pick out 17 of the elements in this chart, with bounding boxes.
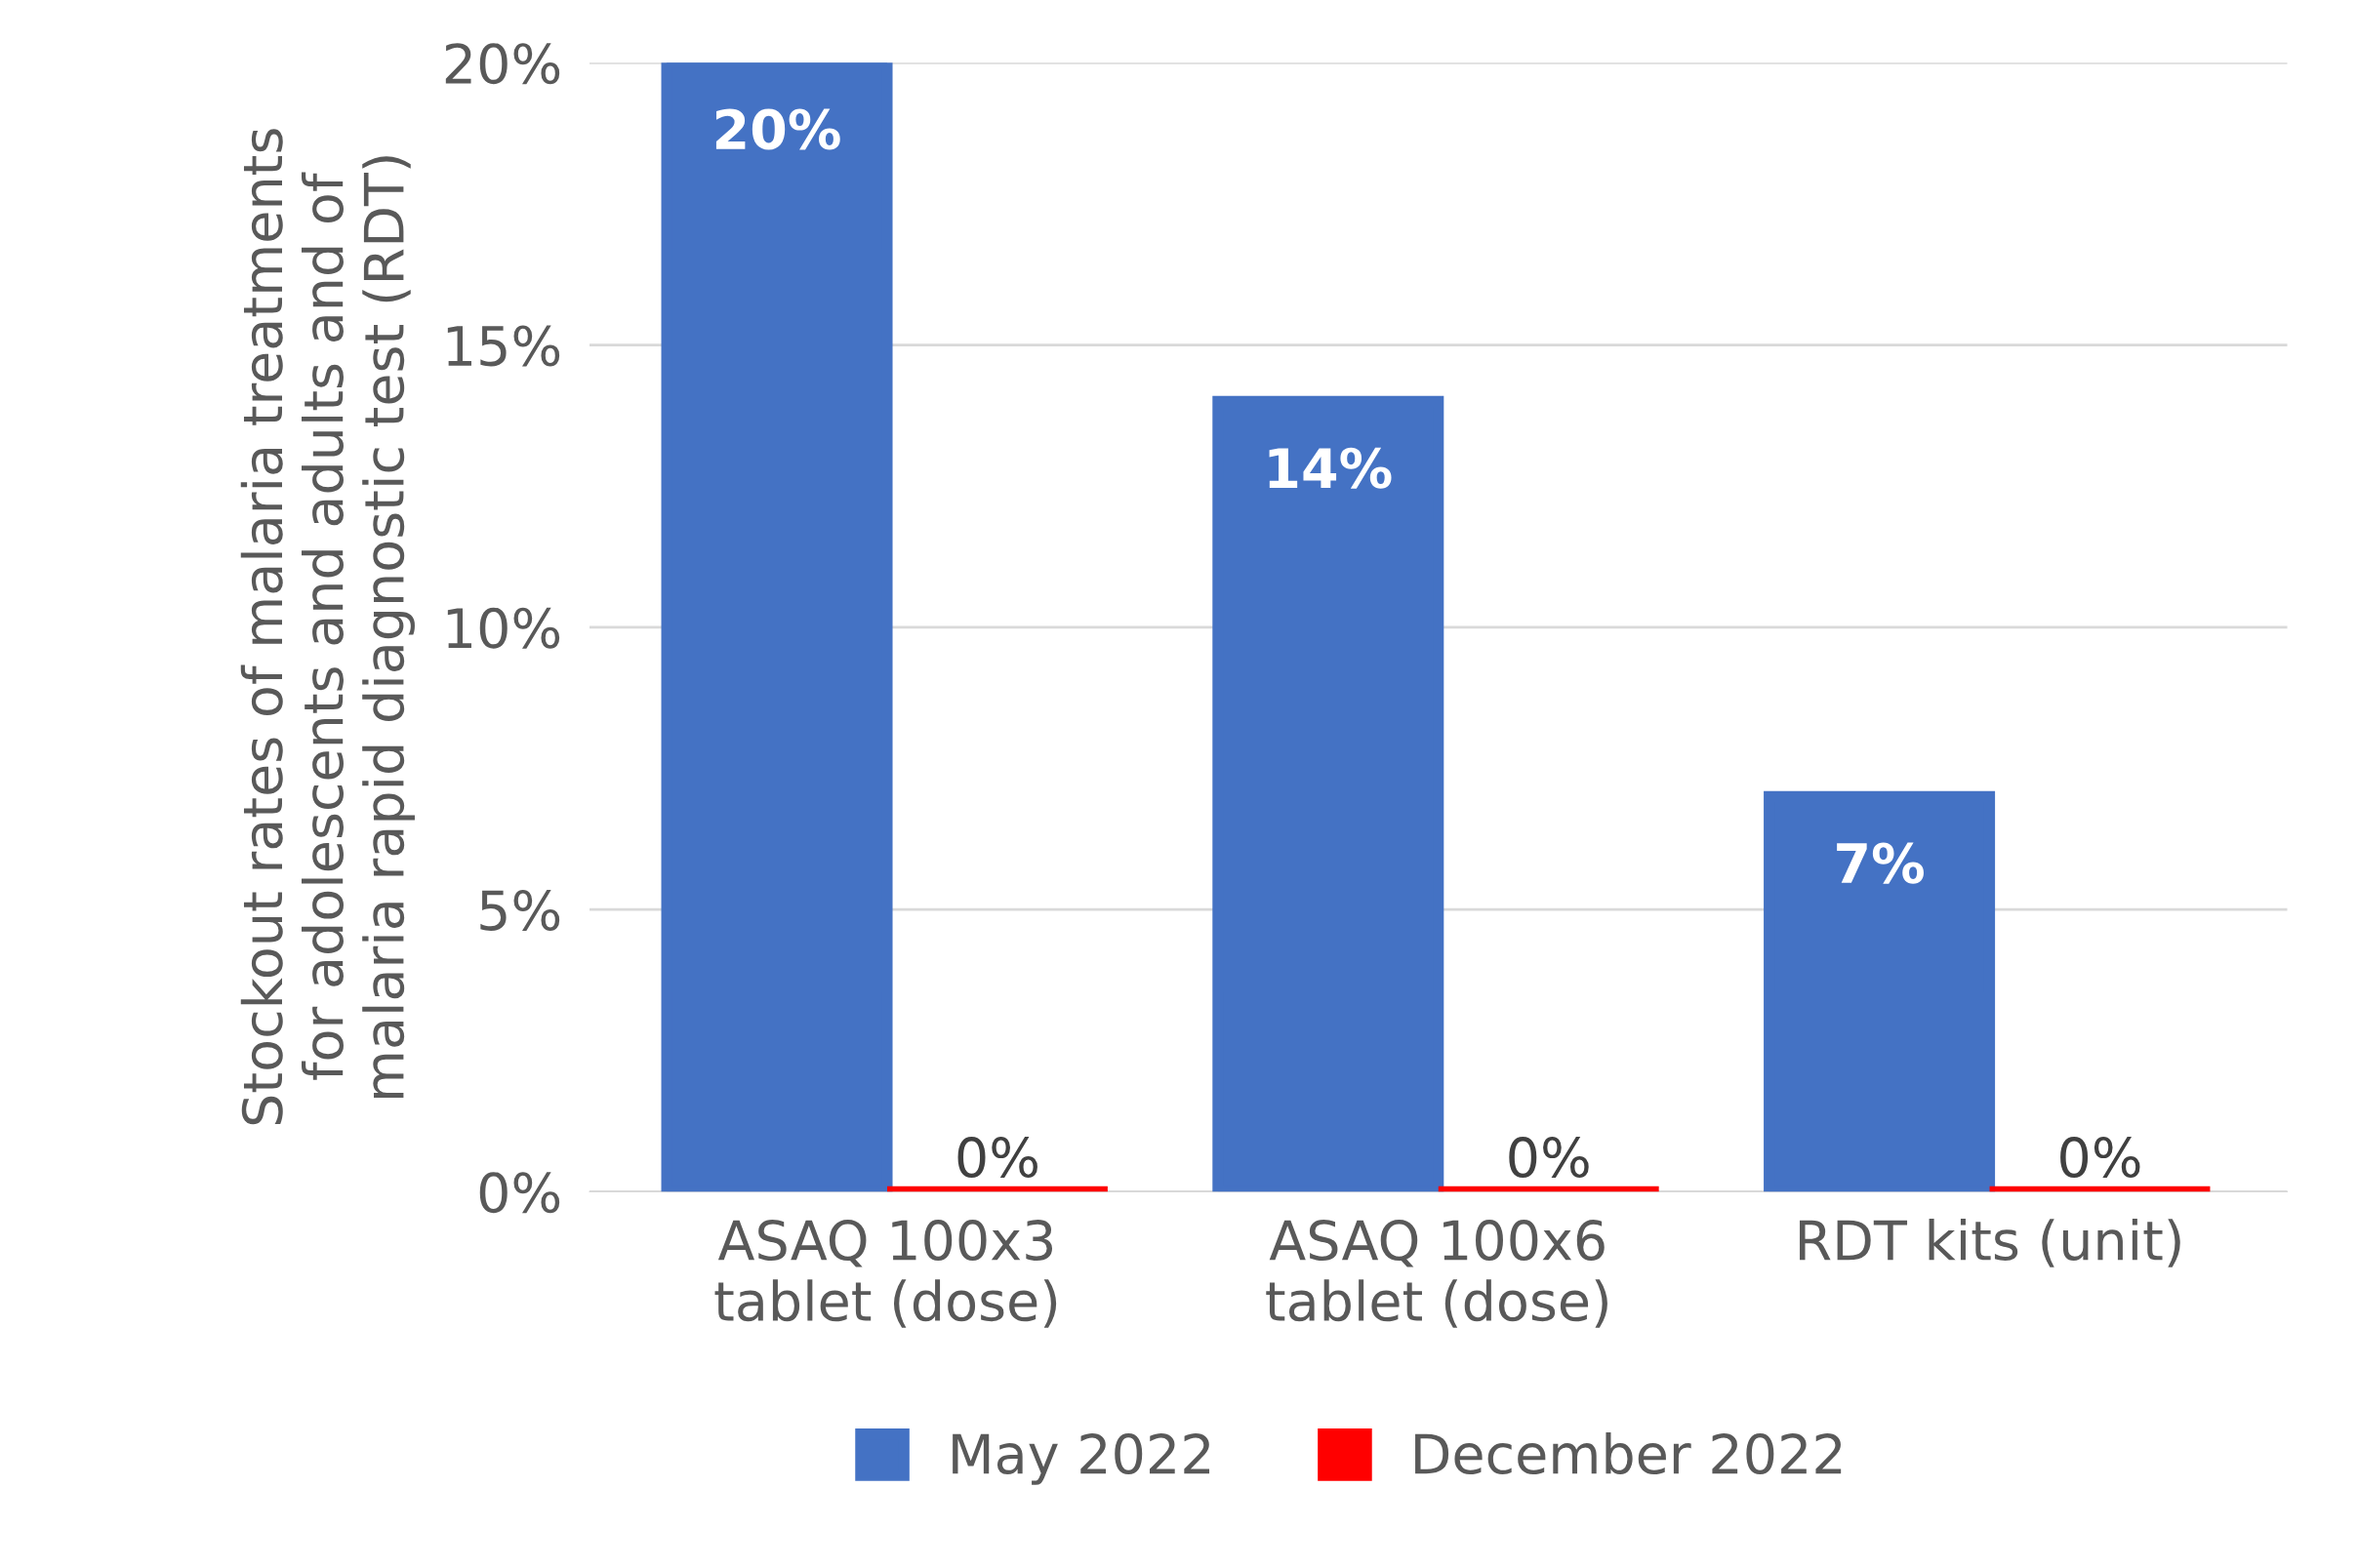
- y-tick-label: 15%: [447, 325, 560, 367]
- x-tick-label: RDT kits (unit): [1800, 1219, 2180, 1267]
- data-label: 7%: [1837, 842, 1924, 884]
- y-axis-title: Stockout rates of malaria treatments for adolescents and adults and of malaria rapid diagnostic test (RDT): [240, 129, 415, 1125]
- data-label: 20%: [715, 108, 840, 150]
- data-label: 14%: [1269, 447, 1392, 489]
- data-label: 0%: [2060, 1137, 2140, 1179]
- y-tick-label: 20%: [445, 43, 560, 85]
- legend-label: May 2022: [953, 1433, 1210, 1485]
- data-label: 0%: [957, 1137, 1037, 1179]
- y-tick-label: 5%: [480, 889, 560, 931]
- y-tick-label: 0%: [479, 1172, 560, 1214]
- y-tick-label: 10%: [447, 607, 560, 649]
- data-label: 0%: [1509, 1137, 1589, 1179]
- x-tick-label: ASAQ 100x6 tablet (dose): [1266, 1220, 1607, 1328]
- legend-label: December 2022: [1415, 1432, 1842, 1475]
- x-tick-label: ASAQ 100x3 tablet (dose): [714, 1220, 1057, 1328]
